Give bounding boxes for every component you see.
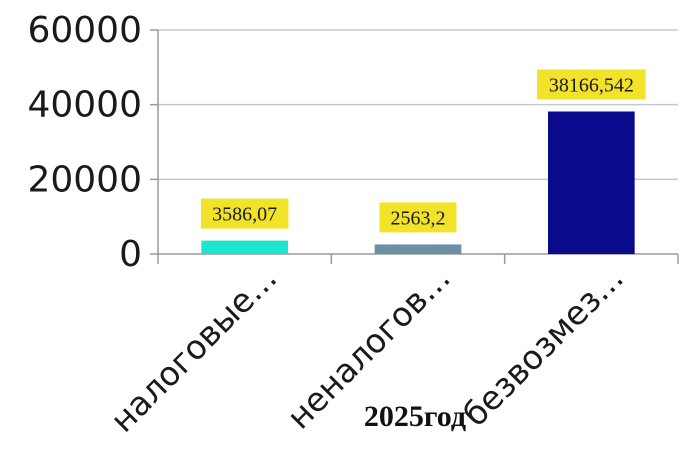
- x-axis-title: 2025год: [364, 400, 466, 433]
- data-label: 3586,07: [212, 204, 277, 226]
- y-tick-label: 60000: [27, 10, 142, 51]
- data-labels: 3586,07 2563,2 38166,542: [200, 69, 646, 233]
- data-label-background: [379, 202, 457, 233]
- data-label: 38166,542: [549, 75, 634, 97]
- bar: [201, 240, 288, 254]
- category-label: безвозмез...: [455, 258, 631, 434]
- bar: [374, 244, 462, 254]
- y-axis-ticks: 0 20000 40000 60000: [27, 10, 158, 275]
- y-tick-label: 40000: [27, 85, 142, 126]
- bars: [201, 111, 635, 255]
- category-label: налоговые...: [103, 258, 285, 440]
- y-tick-label: 20000: [27, 159, 142, 200]
- y-tick-label: 0: [119, 234, 142, 275]
- data-label-background: [537, 69, 646, 100]
- bar: [548, 111, 635, 255]
- data-label: 2563,2: [391, 207, 446, 229]
- data-label-background: [200, 198, 289, 229]
